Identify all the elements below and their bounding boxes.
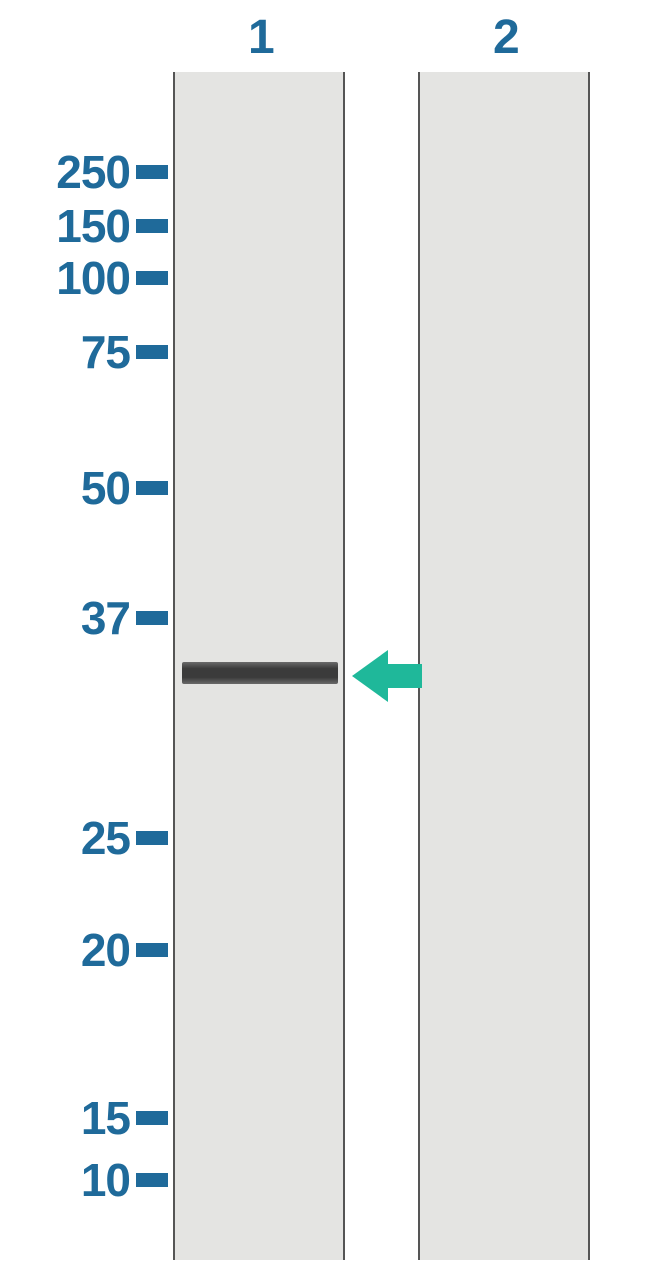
lane-label-text: 2 [493,11,520,64]
marker-10: 10 [81,1157,168,1203]
marker-label: 150 [56,199,130,253]
lane-2 [418,72,590,1260]
arrow-shaft [388,664,422,688]
marker-label: 20 [81,923,130,977]
marker-dash-icon [136,831,168,845]
band-arrow [352,650,422,702]
marker-dash-icon [136,219,168,233]
marker-dash-icon [136,943,168,957]
marker-100: 100 [56,255,168,301]
marker-label: 250 [56,145,130,199]
marker-37: 37 [81,595,168,641]
marker-dash-icon [136,345,168,359]
marker-150: 150 [56,203,168,249]
marker-50: 50 [81,465,168,511]
protein-band [182,662,338,684]
marker-label: 50 [81,461,130,515]
marker-250: 250 [56,149,168,195]
marker-label: 37 [81,591,130,645]
arrow-head-icon [352,650,388,702]
marker-25: 25 [81,815,168,861]
marker-20: 20 [81,927,168,973]
marker-dash-icon [136,481,168,495]
marker-dash-icon [136,165,168,179]
marker-label: 25 [81,811,130,865]
marker-dash-icon [136,271,168,285]
marker-15: 15 [81,1095,168,1141]
marker-75: 75 [81,329,168,375]
marker-label: 100 [56,251,130,305]
marker-label: 15 [81,1091,130,1145]
lane-label-text: 1 [248,11,275,64]
marker-dash-icon [136,611,168,625]
marker-label: 10 [81,1153,130,1207]
marker-dash-icon [136,1173,168,1187]
marker-dash-icon [136,1111,168,1125]
marker-label: 75 [81,325,130,379]
western-blot-figure: 1 2 25015010075503725201510 [0,0,650,1270]
